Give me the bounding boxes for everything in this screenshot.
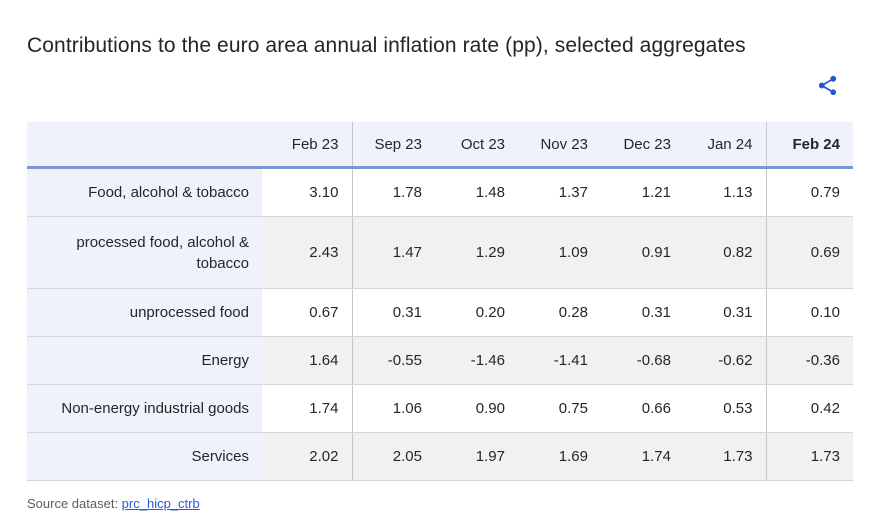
value-cell: -1.41 bbox=[518, 336, 601, 385]
table-row-processed-food: processed food, alcohol & tobacco 2.43 1… bbox=[27, 216, 853, 289]
value-cell: 1.74 bbox=[601, 432, 684, 481]
value-cell: 1.09 bbox=[518, 216, 601, 289]
inflation-widget: Contributions to the euro area annual in… bbox=[27, 34, 853, 481]
value-cell: 0.31 bbox=[601, 288, 684, 337]
table-row-services: Services 2.02 2.05 1.97 1.69 1.74 1.73 1… bbox=[27, 432, 853, 481]
value-cell: -0.55 bbox=[352, 336, 435, 385]
page-title: Contributions to the euro area annual in… bbox=[27, 34, 746, 57]
value-cell: 0.20 bbox=[435, 288, 518, 337]
value-cell: 0.75 bbox=[518, 384, 601, 433]
column-header-feb23: Feb 23 bbox=[262, 122, 353, 169]
value-cell: 1.48 bbox=[435, 167, 518, 217]
column-header-nov23: Nov 23 bbox=[518, 122, 601, 169]
value-cell: 0.28 bbox=[518, 288, 601, 337]
value-cell: 1.37 bbox=[518, 167, 601, 217]
table-row-non-energy-industrial-goods: Non-energy industrial goods 1.74 1.06 0.… bbox=[27, 384, 853, 433]
source-dataset-link[interactable]: prc_hicp_ctrb bbox=[121, 496, 200, 511]
share-button[interactable] bbox=[816, 74, 839, 97]
toolbar bbox=[27, 72, 853, 98]
value-cell: 0.31 bbox=[352, 288, 435, 337]
value-cell: 2.05 bbox=[352, 432, 435, 481]
value-cell: 1.74 bbox=[262, 384, 353, 433]
value-cell-current: -0.36 bbox=[765, 336, 853, 385]
row-label: Food, alcohol & tobacco bbox=[27, 167, 262, 217]
value-cell: 1.64 bbox=[262, 336, 353, 385]
value-cell: 1.69 bbox=[518, 432, 601, 481]
value-cell: 1.29 bbox=[435, 216, 518, 289]
table-row-energy: Energy 1.64 -0.55 -1.46 -1.41 -0.68 -0.6… bbox=[27, 336, 853, 385]
value-cell: 1.13 bbox=[684, 167, 766, 217]
table-row-food-alcohol-tobacco: Food, alcohol & tobacco 3.10 1.78 1.48 1… bbox=[27, 167, 853, 217]
table-header-row: Feb 23 Sep 23 Oct 23 Nov 23 Dec 23 Jan 2… bbox=[27, 122, 853, 169]
share-icon bbox=[816, 75, 839, 100]
value-cell: 0.66 bbox=[601, 384, 684, 433]
value-cell-current: 1.73 bbox=[765, 432, 853, 481]
value-cell: 0.31 bbox=[684, 288, 766, 337]
value-cell: 1.47 bbox=[352, 216, 435, 289]
value-cell-current: 0.69 bbox=[765, 216, 853, 289]
value-cell: 1.78 bbox=[352, 167, 435, 217]
column-header-sep23: Sep 23 bbox=[352, 122, 435, 169]
value-cell: 1.06 bbox=[352, 384, 435, 433]
column-header-jan24: Jan 24 bbox=[684, 122, 766, 169]
source-note: Source dataset: prc_hicp_ctrb bbox=[0, 496, 881, 511]
value-cell: 2.02 bbox=[262, 432, 353, 481]
value-cell: -0.68 bbox=[601, 336, 684, 385]
column-header-feb24: Feb 24 bbox=[765, 122, 853, 169]
column-header-dec23: Dec 23 bbox=[601, 122, 684, 169]
value-cell: -0.62 bbox=[684, 336, 766, 385]
value-cell: 0.67 bbox=[262, 288, 353, 337]
value-cell: 0.91 bbox=[601, 216, 684, 289]
value-cell-current: 0.10 bbox=[765, 288, 853, 337]
row-label: processed food, alcohol & tobacco bbox=[27, 216, 262, 289]
value-cell-current: 0.42 bbox=[765, 384, 853, 433]
row-label: unprocessed food bbox=[27, 288, 262, 337]
column-header-oct23: Oct 23 bbox=[435, 122, 518, 169]
value-cell: 0.82 bbox=[684, 216, 766, 289]
value-cell: 1.73 bbox=[684, 432, 766, 481]
row-label: Energy bbox=[27, 336, 262, 385]
inflation-table: Feb 23 Sep 23 Oct 23 Nov 23 Dec 23 Jan 2… bbox=[27, 122, 853, 481]
value-cell-current: 0.79 bbox=[765, 167, 853, 217]
value-cell: 2.43 bbox=[262, 216, 353, 289]
row-label: Non-energy industrial goods bbox=[27, 384, 262, 433]
table-row-unprocessed-food: unprocessed food 0.67 0.31 0.20 0.28 0.3… bbox=[27, 288, 853, 337]
value-cell: 1.97 bbox=[435, 432, 518, 481]
value-cell: -1.46 bbox=[435, 336, 518, 385]
source-label: Source dataset: bbox=[27, 496, 122, 511]
value-cell: 3.10 bbox=[262, 167, 353, 217]
value-cell: 0.53 bbox=[684, 384, 766, 433]
value-cell: 0.90 bbox=[435, 384, 518, 433]
value-cell: 1.21 bbox=[601, 167, 684, 217]
corner-cell bbox=[27, 122, 262, 169]
row-label: Services bbox=[27, 432, 262, 481]
